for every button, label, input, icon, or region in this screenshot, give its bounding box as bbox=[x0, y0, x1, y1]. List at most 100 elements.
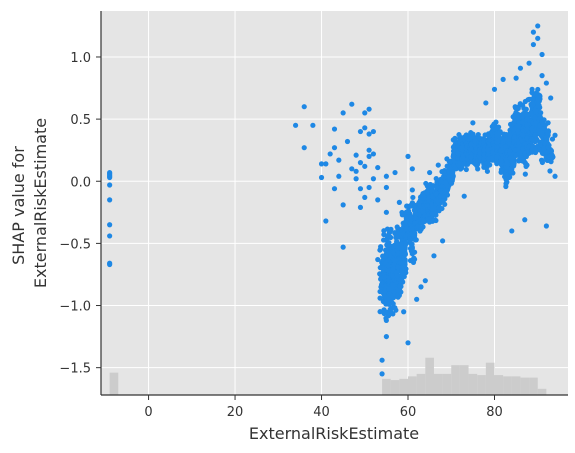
data-point bbox=[543, 80, 549, 86]
data-point bbox=[439, 205, 445, 212]
data-point bbox=[390, 273, 396, 279]
data-point bbox=[378, 244, 384, 250]
data-point bbox=[386, 240, 392, 246]
data-point bbox=[327, 151, 333, 157]
data-point bbox=[520, 102, 526, 108]
data-point bbox=[532, 146, 539, 153]
data-point bbox=[375, 164, 381, 171]
data-point bbox=[390, 301, 396, 307]
data-point bbox=[543, 223, 549, 229]
data-point bbox=[420, 219, 427, 225]
data-point bbox=[418, 284, 424, 290]
data-point bbox=[301, 145, 307, 151]
data-point bbox=[522, 159, 528, 165]
data-point bbox=[107, 261, 113, 268]
data-point bbox=[401, 309, 407, 315]
data-point bbox=[397, 283, 403, 289]
data-point bbox=[477, 151, 483, 157]
data-point bbox=[383, 333, 389, 340]
data-point bbox=[468, 141, 474, 148]
histogram-bar bbox=[511, 376, 521, 395]
feature-histogram bbox=[109, 357, 547, 395]
data-point bbox=[452, 165, 459, 171]
data-point bbox=[483, 100, 489, 106]
x-axis-ticks: 0 20 40 60 80 bbox=[144, 395, 503, 420]
data-point bbox=[388, 226, 394, 232]
data-point bbox=[442, 201, 448, 207]
data-point bbox=[494, 125, 501, 131]
data-point bbox=[494, 161, 500, 167]
data-point bbox=[491, 121, 497, 127]
y-tick-label: −0.5 bbox=[59, 237, 91, 252]
data-point bbox=[447, 177, 453, 183]
histogram-bar bbox=[451, 365, 460, 395]
data-point bbox=[539, 159, 545, 166]
grid-lines bbox=[101, 11, 568, 395]
y-tick-label: 0.0 bbox=[70, 175, 91, 190]
data-point bbox=[529, 136, 535, 142]
data-point bbox=[524, 116, 530, 122]
y-tick-label: −1.0 bbox=[59, 300, 91, 315]
plot-background bbox=[101, 11, 568, 395]
data-point bbox=[443, 180, 449, 186]
data-point bbox=[429, 184, 435, 190]
data-point bbox=[301, 104, 307, 110]
x-tick-label: 0 bbox=[144, 405, 152, 420]
x-tick-label: 20 bbox=[227, 405, 244, 420]
data-point bbox=[384, 309, 390, 315]
data-point bbox=[539, 73, 545, 79]
data-point bbox=[353, 152, 359, 158]
data-point bbox=[107, 197, 113, 203]
y-axis-label-line-2: ExternalRiskEstimate bbox=[31, 118, 50, 288]
data-point bbox=[524, 122, 530, 128]
data-point bbox=[377, 295, 383, 301]
data-point bbox=[504, 160, 510, 167]
data-point bbox=[353, 168, 359, 174]
data-point bbox=[515, 123, 521, 129]
data-point bbox=[507, 131, 513, 138]
data-point bbox=[362, 163, 368, 169]
data-point bbox=[386, 301, 392, 307]
data-point bbox=[494, 132, 500, 138]
data-point bbox=[481, 164, 487, 170]
data-point bbox=[357, 160, 364, 166]
data-point bbox=[375, 256, 381, 263]
data-point bbox=[370, 128, 377, 135]
data-point bbox=[357, 186, 364, 192]
data-point bbox=[528, 110, 534, 116]
data-point bbox=[463, 166, 469, 173]
data-point bbox=[548, 95, 554, 101]
data-point bbox=[392, 305, 398, 311]
data-point bbox=[323, 218, 329, 224]
data-point bbox=[362, 194, 368, 201]
data-point bbox=[107, 182, 113, 188]
data-point bbox=[318, 174, 325, 181]
data-point bbox=[536, 94, 543, 100]
data-point bbox=[546, 148, 552, 154]
data-point bbox=[396, 199, 402, 205]
data-point bbox=[366, 184, 372, 191]
data-point bbox=[500, 76, 506, 82]
data-point bbox=[318, 161, 325, 167]
histogram-bar bbox=[408, 376, 417, 395]
data-point bbox=[547, 168, 553, 174]
data-point bbox=[331, 145, 338, 151]
data-point bbox=[331, 126, 338, 132]
histogram-bar bbox=[485, 362, 495, 395]
histogram-bar bbox=[503, 376, 512, 395]
data-point bbox=[535, 103, 541, 109]
data-point bbox=[292, 122, 299, 128]
y-tick-label: 0.5 bbox=[70, 113, 91, 128]
data-point bbox=[470, 120, 476, 126]
histogram-bar bbox=[494, 375, 504, 395]
data-point bbox=[485, 147, 491, 153]
histogram-bar bbox=[477, 375, 486, 395]
data-point bbox=[340, 202, 346, 208]
data-point bbox=[353, 176, 359, 182]
data-point bbox=[542, 140, 548, 146]
data-point bbox=[513, 75, 519, 81]
data-point bbox=[535, 86, 541, 93]
data-point bbox=[402, 251, 408, 257]
data-point bbox=[417, 228, 423, 234]
data-point bbox=[366, 131, 372, 137]
